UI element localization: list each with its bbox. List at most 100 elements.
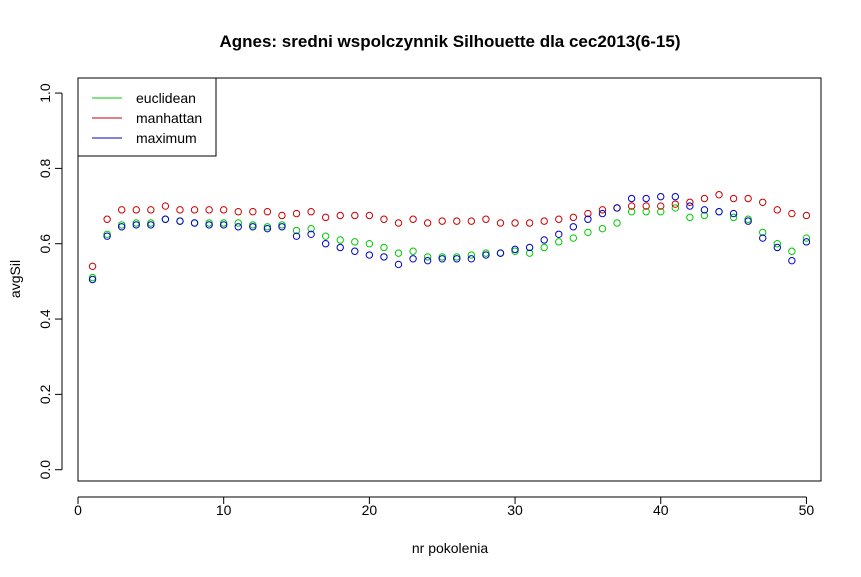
data-point [467,217,476,225]
data-point [627,194,636,203]
data-point [205,221,213,229]
y-tick-label: 0.4 [37,309,53,329]
data-point [700,211,709,220]
data-point [409,215,417,223]
data-point [467,251,476,259]
data-point [715,208,723,216]
data-point [205,206,213,214]
data-point [321,240,330,248]
data-point [336,211,344,220]
data-point [700,194,709,203]
data-point [118,223,126,231]
series-maximum [88,192,811,284]
data-point [788,247,796,255]
data-point [555,230,563,239]
data-point [438,217,446,225]
data-point [540,243,548,252]
series-euclidean [88,204,811,282]
data-point [584,228,592,237]
data-point [453,217,461,225]
data-point [249,223,257,231]
data-point [118,206,126,214]
data-point [423,256,432,265]
data-point [147,219,155,227]
y-tick-label: 0.2 [37,384,53,404]
data-point [351,211,359,220]
data-point [540,217,548,225]
x-axis-label: nr pokolenia [412,540,488,556]
data-point [686,202,694,210]
data-point [729,209,738,218]
data-point [307,208,315,216]
data-point [773,243,781,252]
data-point [423,219,432,227]
data-point [103,215,111,223]
data-point [467,255,476,263]
data-point [88,273,97,282]
data-point [525,249,534,257]
data-point [482,249,490,257]
data-point [161,202,170,210]
data-point [657,192,665,201]
data-point [584,215,592,223]
data-point [321,232,330,240]
data-point [496,219,505,227]
y-tick-label: 1.0 [37,83,53,103]
data-point [336,243,344,252]
data-point [394,249,403,257]
data-point [598,224,607,233]
data-point [307,224,315,233]
data-point [292,232,301,240]
data-point [598,209,607,218]
data-point [219,219,228,227]
data-point [190,206,199,214]
data-point [263,223,272,231]
data-point [671,192,680,201]
data-point [729,213,738,222]
data-points [88,191,811,284]
data-point [569,223,578,231]
data-point [555,215,563,223]
data-point [249,208,257,216]
data-point [351,247,359,255]
data-point [394,260,403,269]
data-point [671,200,680,208]
data-point [234,223,242,231]
data-point [598,206,607,214]
series-manhattan [88,191,811,271]
data-point [686,213,694,222]
data-point [365,211,374,220]
data-point [657,202,665,210]
data-point [686,198,694,206]
data-point [263,224,272,233]
y-tick-label: 0.8 [37,158,53,178]
data-point [627,208,636,216]
x-tick-label: 10 [216,502,232,518]
x-tick-label: 20 [362,502,378,518]
data-point [700,206,709,214]
data-point [147,221,155,229]
data-point [773,206,781,214]
legend-label-maximum: maximum [136,130,197,146]
data-point [103,230,111,239]
data-point [292,209,301,218]
data-point [147,206,155,214]
data-point [176,206,184,214]
data-point [132,206,140,214]
data-point [88,262,97,271]
legend-box [77,77,217,157]
data-point [642,208,650,216]
x-tick-label: 40 [653,502,669,518]
plot-frame [77,77,822,482]
data-point [759,228,767,237]
data-point [744,194,752,203]
data-point [118,221,126,229]
data-point [292,226,301,235]
data-point [496,249,505,257]
data-point [627,202,636,210]
data-point [788,256,796,265]
data-point [132,219,140,227]
data-point [511,245,519,254]
data-point [278,223,286,231]
